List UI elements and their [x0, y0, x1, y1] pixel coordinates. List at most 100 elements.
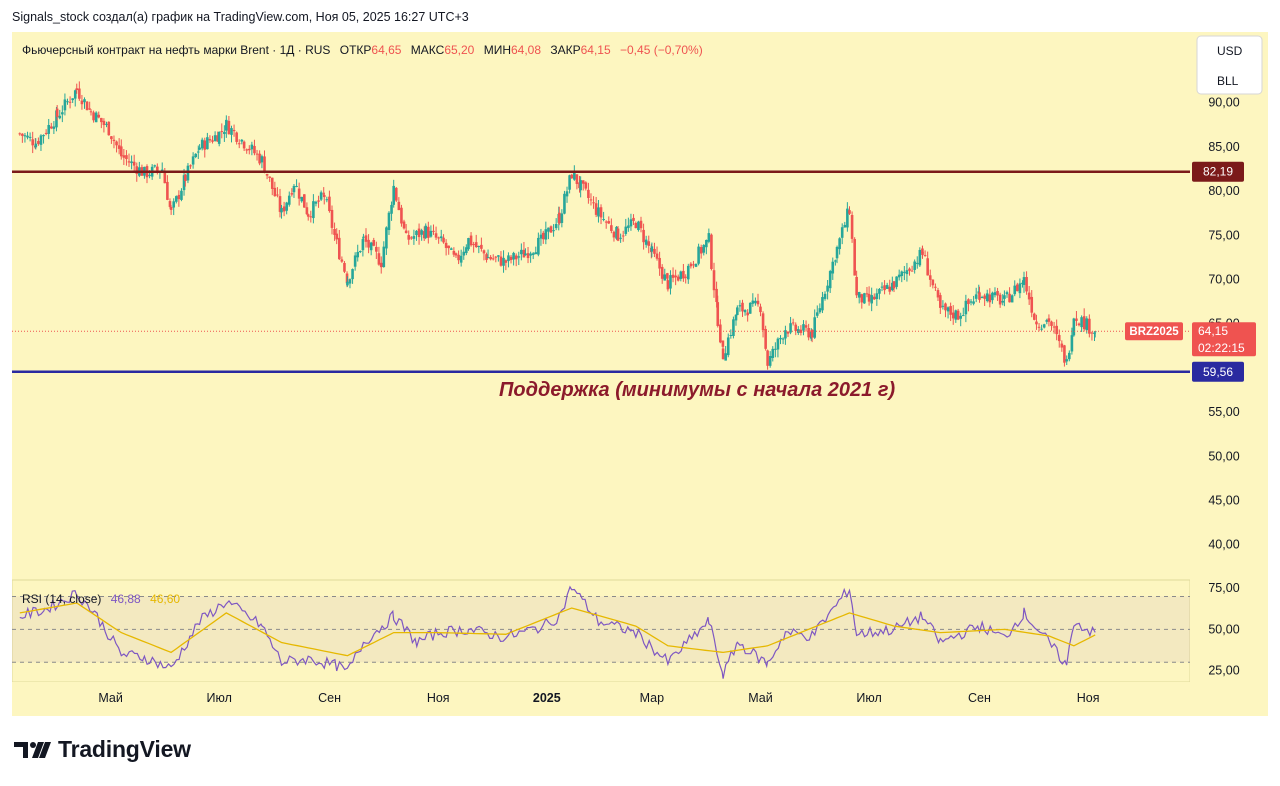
candle-body — [663, 274, 667, 281]
candle-body — [715, 288, 718, 303]
candle-body — [285, 202, 288, 211]
candle-body — [557, 212, 561, 224]
candle-body — [684, 276, 687, 278]
candle-body — [292, 185, 296, 193]
candle-body — [58, 115, 62, 119]
candle-body — [823, 293, 827, 299]
candle-body — [180, 190, 183, 200]
candle-body — [265, 173, 269, 176]
candle-body — [353, 255, 357, 267]
candle-body — [781, 338, 785, 340]
candle-body — [834, 260, 837, 262]
candle-body — [163, 171, 167, 184]
candle-body — [903, 271, 906, 273]
candle-body — [621, 235, 625, 237]
candle-body — [726, 337, 730, 356]
tradingview-brand[interactable]: TradingView — [14, 736, 191, 763]
candle-body — [52, 126, 56, 129]
candle-body — [655, 253, 659, 259]
candle-body — [1040, 328, 1043, 330]
candle-body — [397, 201, 401, 211]
rsi-pane-background[interactable] — [12, 579, 1191, 683]
candle-body — [44, 132, 48, 134]
candle-body — [885, 284, 889, 289]
price-axis-background[interactable] — [1190, 32, 1268, 682]
candle-body — [1085, 318, 1089, 331]
candle-body — [875, 293, 879, 299]
candle-body — [799, 329, 803, 333]
candle-body — [364, 235, 368, 242]
rsi-value: 46,88 — [111, 592, 141, 606]
candle-body — [1022, 277, 1026, 285]
candle-body — [26, 135, 29, 138]
candle-body — [969, 301, 973, 303]
candle-body — [434, 233, 438, 238]
candle-body — [1090, 332, 1094, 334]
price-chart-svg[interactable]: 95,0090,0085,0080,0075,0070,0065,0060,00… — [12, 32, 1268, 716]
candle-body — [961, 315, 965, 317]
main-pane-background[interactable] — [12, 32, 1190, 580]
candle-body — [1033, 313, 1036, 320]
candle-body — [915, 262, 919, 264]
candle-body — [107, 121, 111, 136]
candle-body — [616, 228, 620, 241]
candle-body — [850, 214, 854, 239]
candle-body — [1037, 326, 1041, 328]
candle-body — [980, 297, 984, 299]
candle-body — [97, 114, 101, 118]
candle-body — [427, 226, 430, 238]
candle-body — [153, 165, 157, 167]
candle-body — [462, 251, 466, 256]
candle-body — [1013, 285, 1017, 295]
svg-text:Фьючерсный контракт на нефть м: Фьючерсный контракт на нефть марки Brent… — [22, 43, 703, 57]
time-tick-label: Сен — [318, 691, 341, 705]
candle-body — [629, 219, 633, 227]
candle-body — [191, 156, 195, 165]
candle-body — [768, 356, 772, 366]
currency-bll[interactable]: BLL — [1217, 74, 1239, 88]
candle-body — [367, 239, 370, 248]
brand-name: TradingView — [58, 736, 191, 762]
candle-body — [1065, 359, 1069, 362]
candle-body — [486, 257, 490, 259]
candle-body — [974, 294, 978, 299]
candle-body — [766, 350, 769, 366]
candle-body — [1088, 318, 1091, 334]
candle-body — [55, 110, 58, 128]
candle-body — [404, 230, 408, 234]
candle-body — [194, 153, 197, 158]
candle-body — [843, 224, 847, 228]
candle-body — [415, 230, 418, 236]
candle-body — [1060, 343, 1064, 348]
time-axis-background[interactable] — [12, 682, 1268, 716]
candle-body — [754, 300, 757, 304]
candle-body — [125, 155, 128, 160]
candle-body — [705, 239, 708, 248]
candle-body — [429, 230, 433, 237]
candle-body — [319, 192, 323, 200]
candle-body — [779, 337, 782, 340]
candle-body — [697, 246, 700, 264]
candle-body — [838, 238, 841, 250]
support-annotation: Поддержка (минимумы с начала 2021 г) — [499, 379, 896, 401]
candle-body — [227, 120, 231, 135]
candle-body — [1057, 335, 1061, 342]
candle-body — [217, 131, 221, 144]
currency-usd[interactable]: USD — [1217, 44, 1243, 58]
candle-body — [94, 112, 98, 123]
candle-body — [394, 187, 398, 201]
candle-body — [28, 136, 32, 138]
candle-body — [127, 161, 131, 163]
candle-body — [589, 199, 593, 201]
chart-frame[interactable]: 95,0090,0085,0080,0075,0070,0065,0060,00… — [12, 32, 1268, 716]
candle-body — [417, 228, 421, 238]
candle-body — [743, 310, 747, 313]
currency-selector[interactable]: USD BLL — [1196, 35, 1263, 95]
candle-body — [270, 177, 274, 189]
candle-body — [300, 196, 304, 202]
candle-body — [110, 136, 113, 140]
candle-body — [872, 296, 876, 300]
candle-body — [568, 175, 571, 190]
candle-body — [810, 329, 814, 338]
candle-body — [913, 261, 916, 270]
